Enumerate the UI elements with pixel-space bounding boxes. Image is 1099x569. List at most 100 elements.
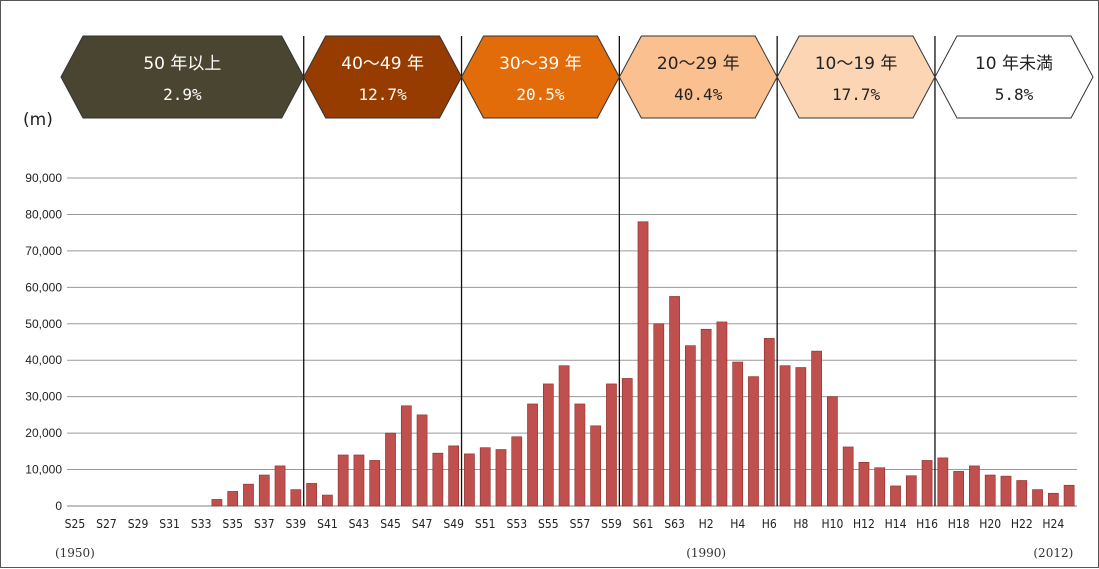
bar [558, 365, 570, 507]
bar [542, 383, 554, 507]
age-band-label: 10 年未満 [975, 54, 1053, 74]
x-tick-label: S51 [475, 517, 496, 531]
age-band-banner [460, 35, 620, 119]
y-tick-label: 40,000 [25, 353, 62, 367]
bar [621, 378, 633, 507]
bar [337, 454, 349, 507]
age-band-label: 50 年以上 [143, 54, 221, 74]
bar [921, 460, 933, 507]
y-tick-label: 10,000 [25, 463, 62, 477]
bar [811, 350, 822, 507]
y-unit-label: (m) [23, 110, 53, 130]
x-tick-label: H20 [979, 517, 1001, 531]
bar [716, 321, 728, 507]
x-tick-label: S37 [254, 517, 275, 531]
x-tick-label: S55 [538, 517, 559, 531]
y-tick-label: 50,000 [25, 317, 62, 331]
x-tick-label: H24 [1042, 517, 1064, 531]
x-tick-label: S47 [412, 517, 433, 531]
x-tick-label: S53 [506, 517, 527, 531]
bar [874, 467, 886, 507]
bar [227, 491, 239, 507]
x-tick-label: S63 [664, 517, 685, 531]
bar [211, 499, 223, 507]
bar [858, 461, 870, 507]
bar [527, 403, 538, 507]
x-tick-label: H8 [793, 517, 808, 531]
x-tick-label: S35 [222, 517, 243, 531]
x-tick-label: S45 [380, 517, 401, 531]
y-tick-label: 80,000 [25, 207, 62, 221]
x-tick-label: H6 [762, 517, 777, 531]
y-tick-label: 0 [55, 499, 62, 513]
bar [479, 447, 491, 507]
bar [274, 465, 286, 507]
age-band-banner [934, 35, 1094, 119]
bar [590, 425, 602, 507]
x-tick-label: S25 [65, 517, 86, 531]
x-tick-label: S33 [191, 517, 212, 531]
bar [385, 432, 396, 507]
x-tick-label: S27 [96, 517, 117, 531]
bar [969, 465, 980, 507]
age-band-percentage: 5.8% [995, 85, 1034, 104]
x-tick-label: S41 [317, 517, 338, 531]
age-band-banner [776, 35, 936, 119]
bar [1000, 475, 1012, 507]
x-tick-label: S59 [601, 517, 622, 531]
bar [1047, 492, 1059, 507]
bar [432, 452, 444, 507]
bar [953, 471, 964, 507]
x-tick-label: H22 [1011, 517, 1033, 531]
x-tick-label: S39 [286, 517, 307, 531]
bar [369, 460, 381, 507]
bar [258, 474, 270, 507]
bar [448, 445, 459, 507]
x-tick-label: H16 [916, 517, 938, 531]
y-tick-label: 60,000 [25, 280, 62, 294]
bar [827, 396, 838, 507]
bar [905, 475, 917, 507]
x-tick-label: H2 [699, 517, 714, 531]
bar [606, 383, 617, 507]
bar [495, 449, 507, 507]
bar [464, 453, 475, 507]
age-band-banner [618, 35, 778, 119]
age-band-banner [60, 35, 305, 119]
bar [779, 365, 791, 507]
year-note: (1950) [55, 546, 95, 560]
bar [763, 338, 775, 507]
bar [890, 485, 901, 507]
bar [1063, 484, 1075, 507]
bar [795, 367, 807, 507]
bar [937, 457, 949, 507]
age-band-percentage: 17.7% [832, 85, 881, 104]
x-tick-label: H18 [948, 517, 970, 531]
bar [637, 221, 649, 507]
bar [669, 296, 680, 507]
x-tick-label: H10 [821, 517, 843, 531]
bar [353, 454, 365, 507]
year-note: (1990) [686, 546, 726, 560]
bar [574, 403, 586, 507]
age-band-percentage: 20.5% [516, 85, 565, 104]
bar [653, 323, 665, 507]
age-band-label: 40～49 年 [341, 54, 424, 74]
y-tick-label: 30,000 [25, 390, 62, 404]
x-tick-label: S49 [443, 517, 464, 531]
age-band-percentage: 40.4% [674, 85, 723, 104]
y-tick-label: 70,000 [25, 244, 62, 258]
bar [322, 494, 333, 507]
y-tick-label: 90,000 [25, 171, 62, 185]
age-band-percentage: 2.9% [163, 85, 202, 104]
age-band-percentage: 12.7% [359, 85, 408, 104]
bar [1016, 480, 1028, 507]
y-tick-label: 20,000 [25, 426, 62, 440]
bar [416, 414, 428, 507]
bar [700, 328, 712, 507]
x-tick-label: S43 [349, 517, 370, 531]
x-tick-label: H12 [853, 517, 875, 531]
x-tick-label: H14 [885, 517, 907, 531]
